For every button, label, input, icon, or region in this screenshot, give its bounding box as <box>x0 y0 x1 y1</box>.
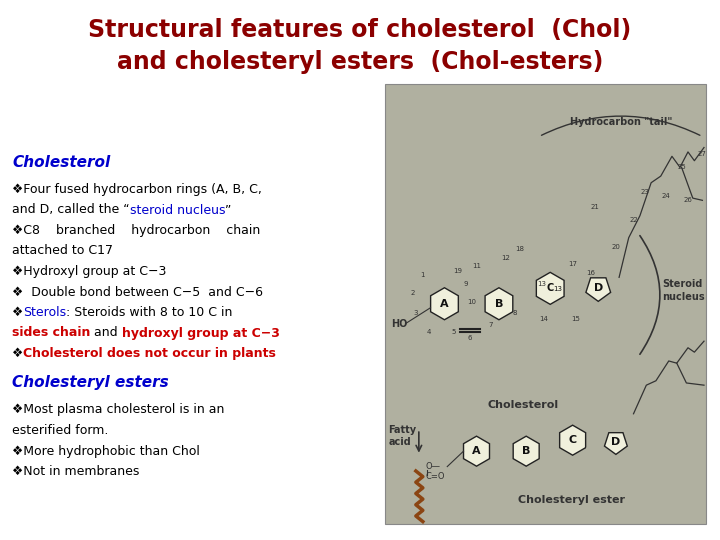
Text: Cholesterol does not occur in plants: Cholesterol does not occur in plants <box>23 347 276 360</box>
Polygon shape <box>536 272 564 305</box>
Text: 18: 18 <box>516 246 524 252</box>
Text: 17: 17 <box>568 261 577 267</box>
Text: 7: 7 <box>489 322 493 328</box>
Text: Cholesteryl esters: Cholesteryl esters <box>12 375 168 390</box>
Text: D: D <box>594 284 603 293</box>
Text: C: C <box>546 284 554 293</box>
Text: : Steroids with 8 to 10 C in: : Steroids with 8 to 10 C in <box>66 306 233 319</box>
Text: 23: 23 <box>640 188 649 194</box>
Text: ❖Four fused hydrocarbon rings (A, B, C,: ❖Four fused hydrocarbon rings (A, B, C, <box>12 183 262 196</box>
Text: ❖Hydroxyl group at C−3: ❖Hydroxyl group at C−3 <box>12 265 166 278</box>
Text: 3: 3 <box>413 309 418 315</box>
Text: and: and <box>91 327 122 340</box>
Text: attached to C17: attached to C17 <box>12 245 113 258</box>
Text: D: D <box>611 437 621 447</box>
Text: B: B <box>495 299 503 309</box>
Text: Cholesterol: Cholesterol <box>487 400 559 410</box>
Text: sides chain: sides chain <box>12 327 91 340</box>
Text: 21: 21 <box>590 204 600 210</box>
Text: A: A <box>440 299 449 309</box>
Text: 26: 26 <box>683 197 693 204</box>
Text: 9: 9 <box>463 281 467 287</box>
Text: 12: 12 <box>501 254 510 260</box>
Text: B: B <box>522 446 531 456</box>
Text: Cholesterol: Cholesterol <box>12 155 110 170</box>
Polygon shape <box>513 436 539 466</box>
Text: 16: 16 <box>586 270 595 276</box>
Text: O—: O— <box>426 462 440 471</box>
Text: C: C <box>569 435 577 445</box>
Text: 20: 20 <box>611 244 621 249</box>
Text: 19: 19 <box>453 268 462 274</box>
Text: A: A <box>472 446 481 456</box>
Text: C=O: C=O <box>426 472 445 481</box>
Text: 13: 13 <box>538 281 546 287</box>
Text: hydroxyl group at C−3: hydroxyl group at C−3 <box>122 327 280 340</box>
Text: 2: 2 <box>410 290 415 296</box>
Text: 5: 5 <box>452 329 456 335</box>
Text: 15: 15 <box>572 316 580 322</box>
Text: Sterols: Sterols <box>23 306 66 319</box>
Text: Hydrocarbon "tail": Hydrocarbon "tail" <box>570 117 672 126</box>
Text: 4: 4 <box>426 329 431 335</box>
Text: 25: 25 <box>678 164 686 170</box>
Text: 14: 14 <box>539 316 548 322</box>
Text: 22: 22 <box>629 217 638 223</box>
Text: ❖  Double bond between C−5  and C−6: ❖ Double bond between C−5 and C−6 <box>12 286 263 299</box>
Text: steroid nucleus: steroid nucleus <box>130 204 225 217</box>
Polygon shape <box>485 288 513 320</box>
Text: 10: 10 <box>467 299 476 305</box>
Text: Cholesteryl ester: Cholesteryl ester <box>518 495 624 504</box>
Polygon shape <box>464 436 490 466</box>
Text: 6: 6 <box>468 335 472 341</box>
Text: ❖More hydrophobic than Chol: ❖More hydrophobic than Chol <box>12 444 200 457</box>
Text: esterified form.: esterified form. <box>12 424 109 437</box>
Text: ”: ” <box>225 204 232 217</box>
Polygon shape <box>605 433 627 454</box>
Text: Structural features of cholesterol  (Chol)
and cholesteryl esters  (Chol-esters): Structural features of cholesterol (Chol… <box>89 18 631 73</box>
Text: ❖C8    branched    hydrocarbon    chain: ❖C8 branched hydrocarbon chain <box>12 224 260 237</box>
Text: and D, called the “: and D, called the “ <box>12 204 130 217</box>
Text: 8: 8 <box>513 309 517 315</box>
Text: Fatty
acid: Fatty acid <box>388 424 417 447</box>
Text: HO: HO <box>392 319 408 328</box>
Text: ❖: ❖ <box>12 347 23 360</box>
Polygon shape <box>559 425 585 455</box>
Text: 1: 1 <box>420 272 424 278</box>
Polygon shape <box>586 278 611 301</box>
Text: ❖Not in membranes: ❖Not in membranes <box>12 465 140 478</box>
Text: ❖: ❖ <box>12 306 23 319</box>
Text: 11: 11 <box>472 264 481 269</box>
Text: ❖Most plasma cholesterol is in an: ❖Most plasma cholesterol is in an <box>12 403 225 416</box>
Text: 13: 13 <box>553 286 562 292</box>
Bar <box>385 84 706 524</box>
Polygon shape <box>431 288 459 320</box>
Text: 27: 27 <box>698 151 707 157</box>
Text: Steroid
nucleus: Steroid nucleus <box>662 279 705 302</box>
Text: 24: 24 <box>661 193 670 199</box>
